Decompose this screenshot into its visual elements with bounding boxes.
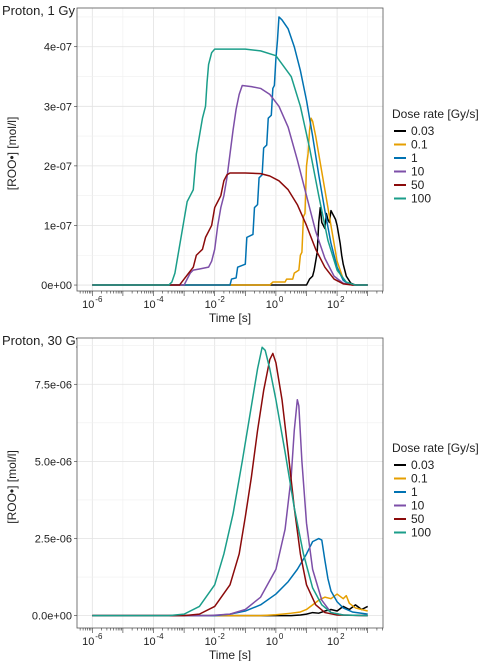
y-tick-label: 2.5e-06 xyxy=(35,534,72,546)
legend-label-0.1: 0.1 xyxy=(411,138,428,152)
legend-label-10: 10 xyxy=(411,165,425,179)
legend-label-100: 100 xyxy=(411,192,431,206)
plot-frame xyxy=(76,337,384,629)
x-tick-exponent: 2 xyxy=(340,295,345,304)
x-tick-label: 10 xyxy=(266,299,278,311)
series-line-10 xyxy=(92,84,368,286)
series-group xyxy=(92,346,369,617)
series-line-1 xyxy=(92,16,368,286)
legend-label-1: 1 xyxy=(411,151,418,165)
x-tick-label: 10 xyxy=(82,299,94,311)
legend-label-0.1: 0.1 xyxy=(411,472,428,486)
x-tick-exponent: -4 xyxy=(157,295,165,304)
x-tick-label: 10 xyxy=(143,636,155,648)
x-tick-exponent: -2 xyxy=(218,632,226,641)
x-tick-exponent: 0 xyxy=(279,295,284,304)
x-axis-title: Time [s] xyxy=(209,648,251,661)
x-tick-label: 10 xyxy=(327,636,339,648)
x-tick-label: 10 xyxy=(205,636,217,648)
series-line-100 xyxy=(92,346,368,617)
x-tick-exponent: 2 xyxy=(340,632,345,641)
x-tick-label: 10 xyxy=(266,636,278,648)
chart-title: Proton, 30 Gy xyxy=(2,333,83,348)
plot-area xyxy=(77,338,383,628)
series-group xyxy=(92,16,368,286)
series-line-0.03 xyxy=(92,206,368,286)
legend-label-50: 50 xyxy=(411,512,425,526)
y-tick-label: 0e+00 xyxy=(41,280,72,292)
x-tick-exponent: -2 xyxy=(218,295,226,304)
chart-title: Proton, 1 Gy xyxy=(2,3,75,18)
series-line-0.1 xyxy=(92,593,368,617)
x-tick-label: 10 xyxy=(82,636,94,648)
x-tick-label: 10 xyxy=(205,299,217,311)
y-tick-label: 5.0e-06 xyxy=(35,456,72,468)
x-tick-exponent: 0 xyxy=(279,632,284,641)
series-line-1 xyxy=(92,537,368,617)
series-line-50 xyxy=(92,352,368,617)
x-tick-exponent: -4 xyxy=(157,632,165,641)
plot-frame xyxy=(76,7,384,292)
legend-label-0.03: 0.03 xyxy=(411,124,435,138)
x-tick-exponent: -6 xyxy=(95,632,103,641)
legend-label-0.03: 0.03 xyxy=(411,458,435,472)
y-axis-title: [ROO•] [mol/l] xyxy=(5,450,19,524)
x-tick-exponent: -6 xyxy=(95,295,103,304)
legend-title: Dose rate [Gy/s] xyxy=(392,107,479,121)
legend-title: Dose rate [Gy/s] xyxy=(392,441,479,455)
y-tick-label: 1e-07 xyxy=(44,220,72,232)
y-tick-label: 4e-07 xyxy=(44,42,72,54)
y-tick-label: 7.5e-06 xyxy=(35,379,72,391)
legend-label-100: 100 xyxy=(411,526,431,540)
y-axis-title: [ROO•] [mol/l] xyxy=(5,117,19,191)
y-tick-label: 0.0e+00 xyxy=(32,611,72,623)
x-axis-title: Time [s] xyxy=(209,311,251,325)
legend-label-50: 50 xyxy=(411,178,425,192)
legend-label-10: 10 xyxy=(411,499,425,513)
y-tick-label: 2e-07 xyxy=(44,161,72,173)
y-tick-label: 3e-07 xyxy=(44,101,72,113)
series-line-10 xyxy=(92,398,368,617)
legend-label-1: 1 xyxy=(411,485,418,499)
x-tick-label: 10 xyxy=(143,299,155,311)
series-line-50 xyxy=(92,172,368,286)
series-line-100 xyxy=(92,48,368,286)
x-tick-label: 10 xyxy=(327,299,339,311)
